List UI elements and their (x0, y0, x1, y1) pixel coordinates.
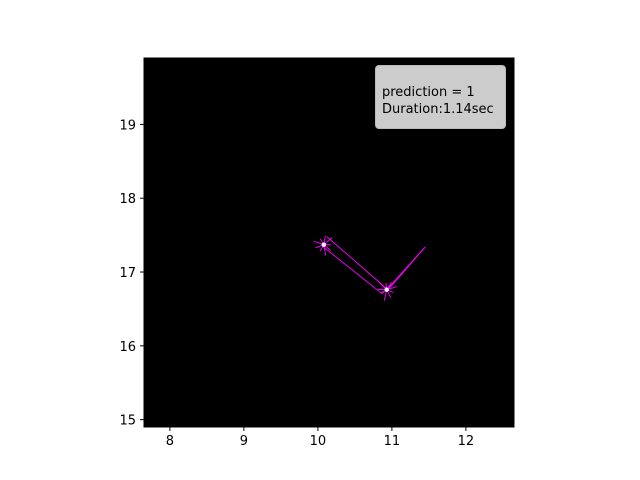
x-tick-label: 11 (384, 434, 401, 449)
annotation-box: prediction = 1 Duration:1.14sec (375, 65, 506, 129)
axes-frame (143, 57, 515, 428)
y-tick-label: 16 (119, 340, 136, 355)
x-tick-label: 12 (458, 434, 475, 449)
axes: 8 9 10 11 12 15 16 17 18 19 (119, 57, 515, 449)
x-tick-label: 8 (166, 434, 174, 449)
series-line-2 (321, 245, 425, 294)
x-tick-label: 9 (240, 434, 248, 449)
x-tick-label: 10 (310, 434, 327, 449)
duration-label: Duration:1.14sec (382, 102, 494, 117)
cluster-core (321, 242, 326, 247)
cluster-core (384, 287, 389, 292)
y-tick-label: 18 (119, 192, 136, 207)
prediction-label: prediction = 1 (382, 85, 475, 100)
y-tick-label: 17 (119, 266, 136, 281)
cluster-2 (377, 281, 398, 301)
cluster-1 (313, 235, 333, 256)
chart-marks (313, 235, 426, 301)
y-tick-label: 15 (119, 414, 136, 429)
y-tick-label: 19 (119, 118, 136, 133)
